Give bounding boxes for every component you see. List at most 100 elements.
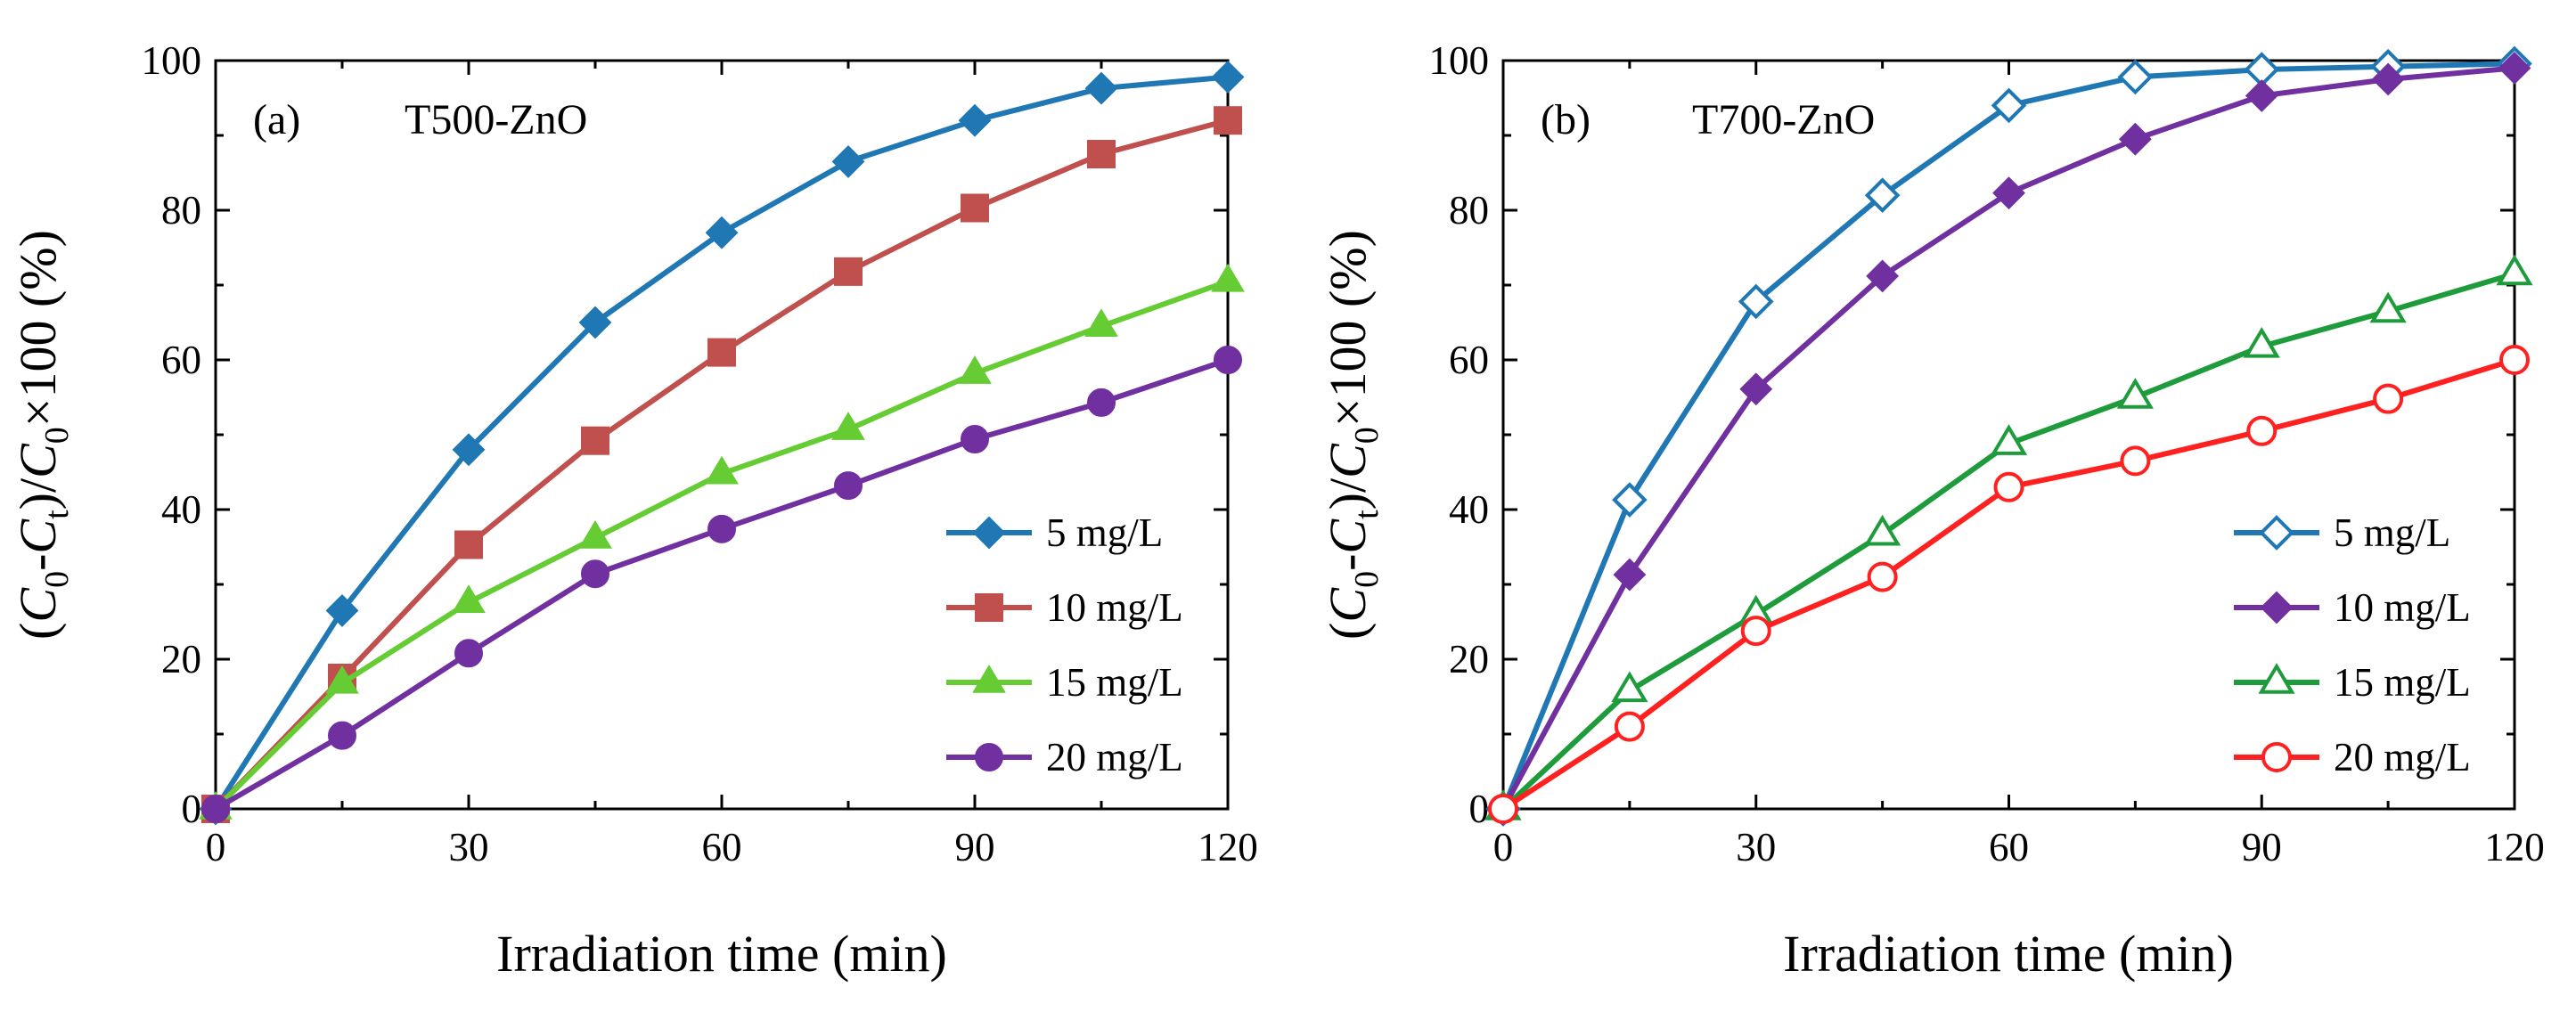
legend-label: 10 mg/L (2334, 585, 2471, 630)
legend-marker (975, 743, 1003, 771)
legend-marker (2259, 515, 2294, 551)
y-title-minus: - (9, 554, 67, 571)
data-point (705, 216, 739, 249)
data-point (2118, 122, 2152, 156)
legend-marker (2261, 742, 2292, 772)
legend-marker (2258, 663, 2295, 694)
data-point (578, 306, 612, 339)
data-point (2243, 326, 2280, 358)
panel-b: 0 20 40 60 80 100 0 30 60 90 120 Irradiation time (… (1319, 38, 2545, 983)
y-title-sub: 0 (1348, 571, 1386, 588)
legend-label: 15 mg/L (1046, 660, 1183, 705)
y-title-mid: )/ (1319, 477, 1377, 510)
y-title-c: C (9, 443, 67, 478)
data-point (834, 257, 863, 286)
y-title-sub: 0 (38, 571, 76, 588)
y-title-c: C (9, 518, 67, 554)
x-tick-label: 90 (955, 825, 995, 869)
data-point (1613, 558, 1647, 592)
y-title-minus: - (1319, 554, 1377, 571)
legend-marker (972, 516, 1006, 550)
data-point (1488, 794, 1518, 824)
data-point (325, 593, 359, 627)
legend-label: 10 mg/L (1046, 585, 1183, 630)
x-tick-label: 120 (1198, 825, 1258, 869)
data-point (834, 471, 863, 501)
data-point (1211, 263, 1245, 292)
data-point (328, 721, 356, 750)
y-tick-label: 0 (182, 787, 202, 831)
data-point (707, 338, 736, 367)
panel-title: T500-ZnO (405, 96, 587, 143)
data-point (1864, 177, 1901, 214)
y-tick-label: 100 (1429, 38, 1490, 83)
data-point (1740, 616, 1771, 647)
legend-label: 15 mg/L (2334, 660, 2471, 705)
x-tick-label: 0 (1493, 825, 1514, 869)
x-tick-label: 60 (1989, 825, 2029, 869)
data-point (454, 530, 483, 559)
legend-marker (2260, 591, 2294, 624)
data-point (2120, 445, 2151, 477)
data-point (578, 519, 612, 549)
data-point (1087, 388, 1116, 417)
data-point (452, 433, 486, 467)
legend-label: 5 mg/L (2334, 510, 2450, 555)
y-title-paren: ( (1319, 623, 1377, 640)
y-tick-label: 40 (161, 487, 201, 532)
panel-title: T700-ZnO (1692, 96, 1875, 143)
y-title-c: C (1319, 518, 1377, 554)
data-point (1084, 71, 1118, 105)
data-point (1864, 514, 1901, 546)
legend-marker (975, 593, 1003, 622)
y-title-c: C (1319, 443, 1377, 478)
data-point (1612, 482, 1648, 518)
data-point (1993, 471, 2024, 502)
y-tick-label: 60 (161, 338, 201, 382)
data-point (2496, 254, 2533, 286)
data-point (2246, 415, 2278, 446)
data-point (1084, 308, 1118, 337)
y-title-sub: t (1348, 510, 1386, 519)
data-point (1214, 346, 1242, 374)
data-point (958, 355, 992, 384)
legend-label: 20 mg/L (1046, 735, 1183, 779)
y-tick-label: 60 (1449, 338, 1489, 382)
y-title-tail: ×100 (%) (1319, 230, 1377, 427)
x-axis-title: Irradiation time (min) (1783, 925, 2234, 983)
data-point (2116, 378, 2154, 409)
data-point (1614, 711, 1645, 742)
data-point (581, 426, 609, 455)
y-title-tail: ×100 (%) (9, 230, 67, 427)
x-tick-label: 0 (206, 825, 226, 869)
y-title-sub: 0 (1348, 427, 1386, 444)
data-point (1087, 140, 1116, 168)
x-tick-label: 60 (702, 825, 742, 869)
data-point (961, 425, 989, 454)
data-point (1611, 671, 1648, 703)
data-point (2245, 79, 2278, 112)
legend-label: 5 mg/L (1046, 510, 1163, 555)
y-axis-title: (C0-Ct)/C0×100 (%) (1319, 230, 1386, 640)
y-title-sub: t (38, 510, 76, 519)
x-tick-label: 30 (1736, 825, 1776, 869)
panel-label: (a) (253, 96, 300, 143)
data-point (201, 795, 230, 823)
data-point (2498, 51, 2531, 85)
data-point (2499, 345, 2530, 375)
legend-marker (972, 665, 1006, 693)
y-title-c: C (9, 587, 67, 623)
data-point (707, 514, 736, 543)
y-tick-label: 80 (161, 188, 201, 233)
data-point (705, 455, 739, 485)
data-point (454, 639, 483, 668)
data-point (452, 584, 486, 613)
y-title-c: C (1319, 587, 1377, 623)
x-tick-label: 30 (449, 825, 489, 869)
data-point (2117, 59, 2154, 95)
y-tick-label: 40 (1449, 487, 1489, 532)
data-point (1867, 561, 1898, 592)
y-tick-label: 20 (1449, 637, 1489, 681)
data-point (1992, 176, 2025, 210)
